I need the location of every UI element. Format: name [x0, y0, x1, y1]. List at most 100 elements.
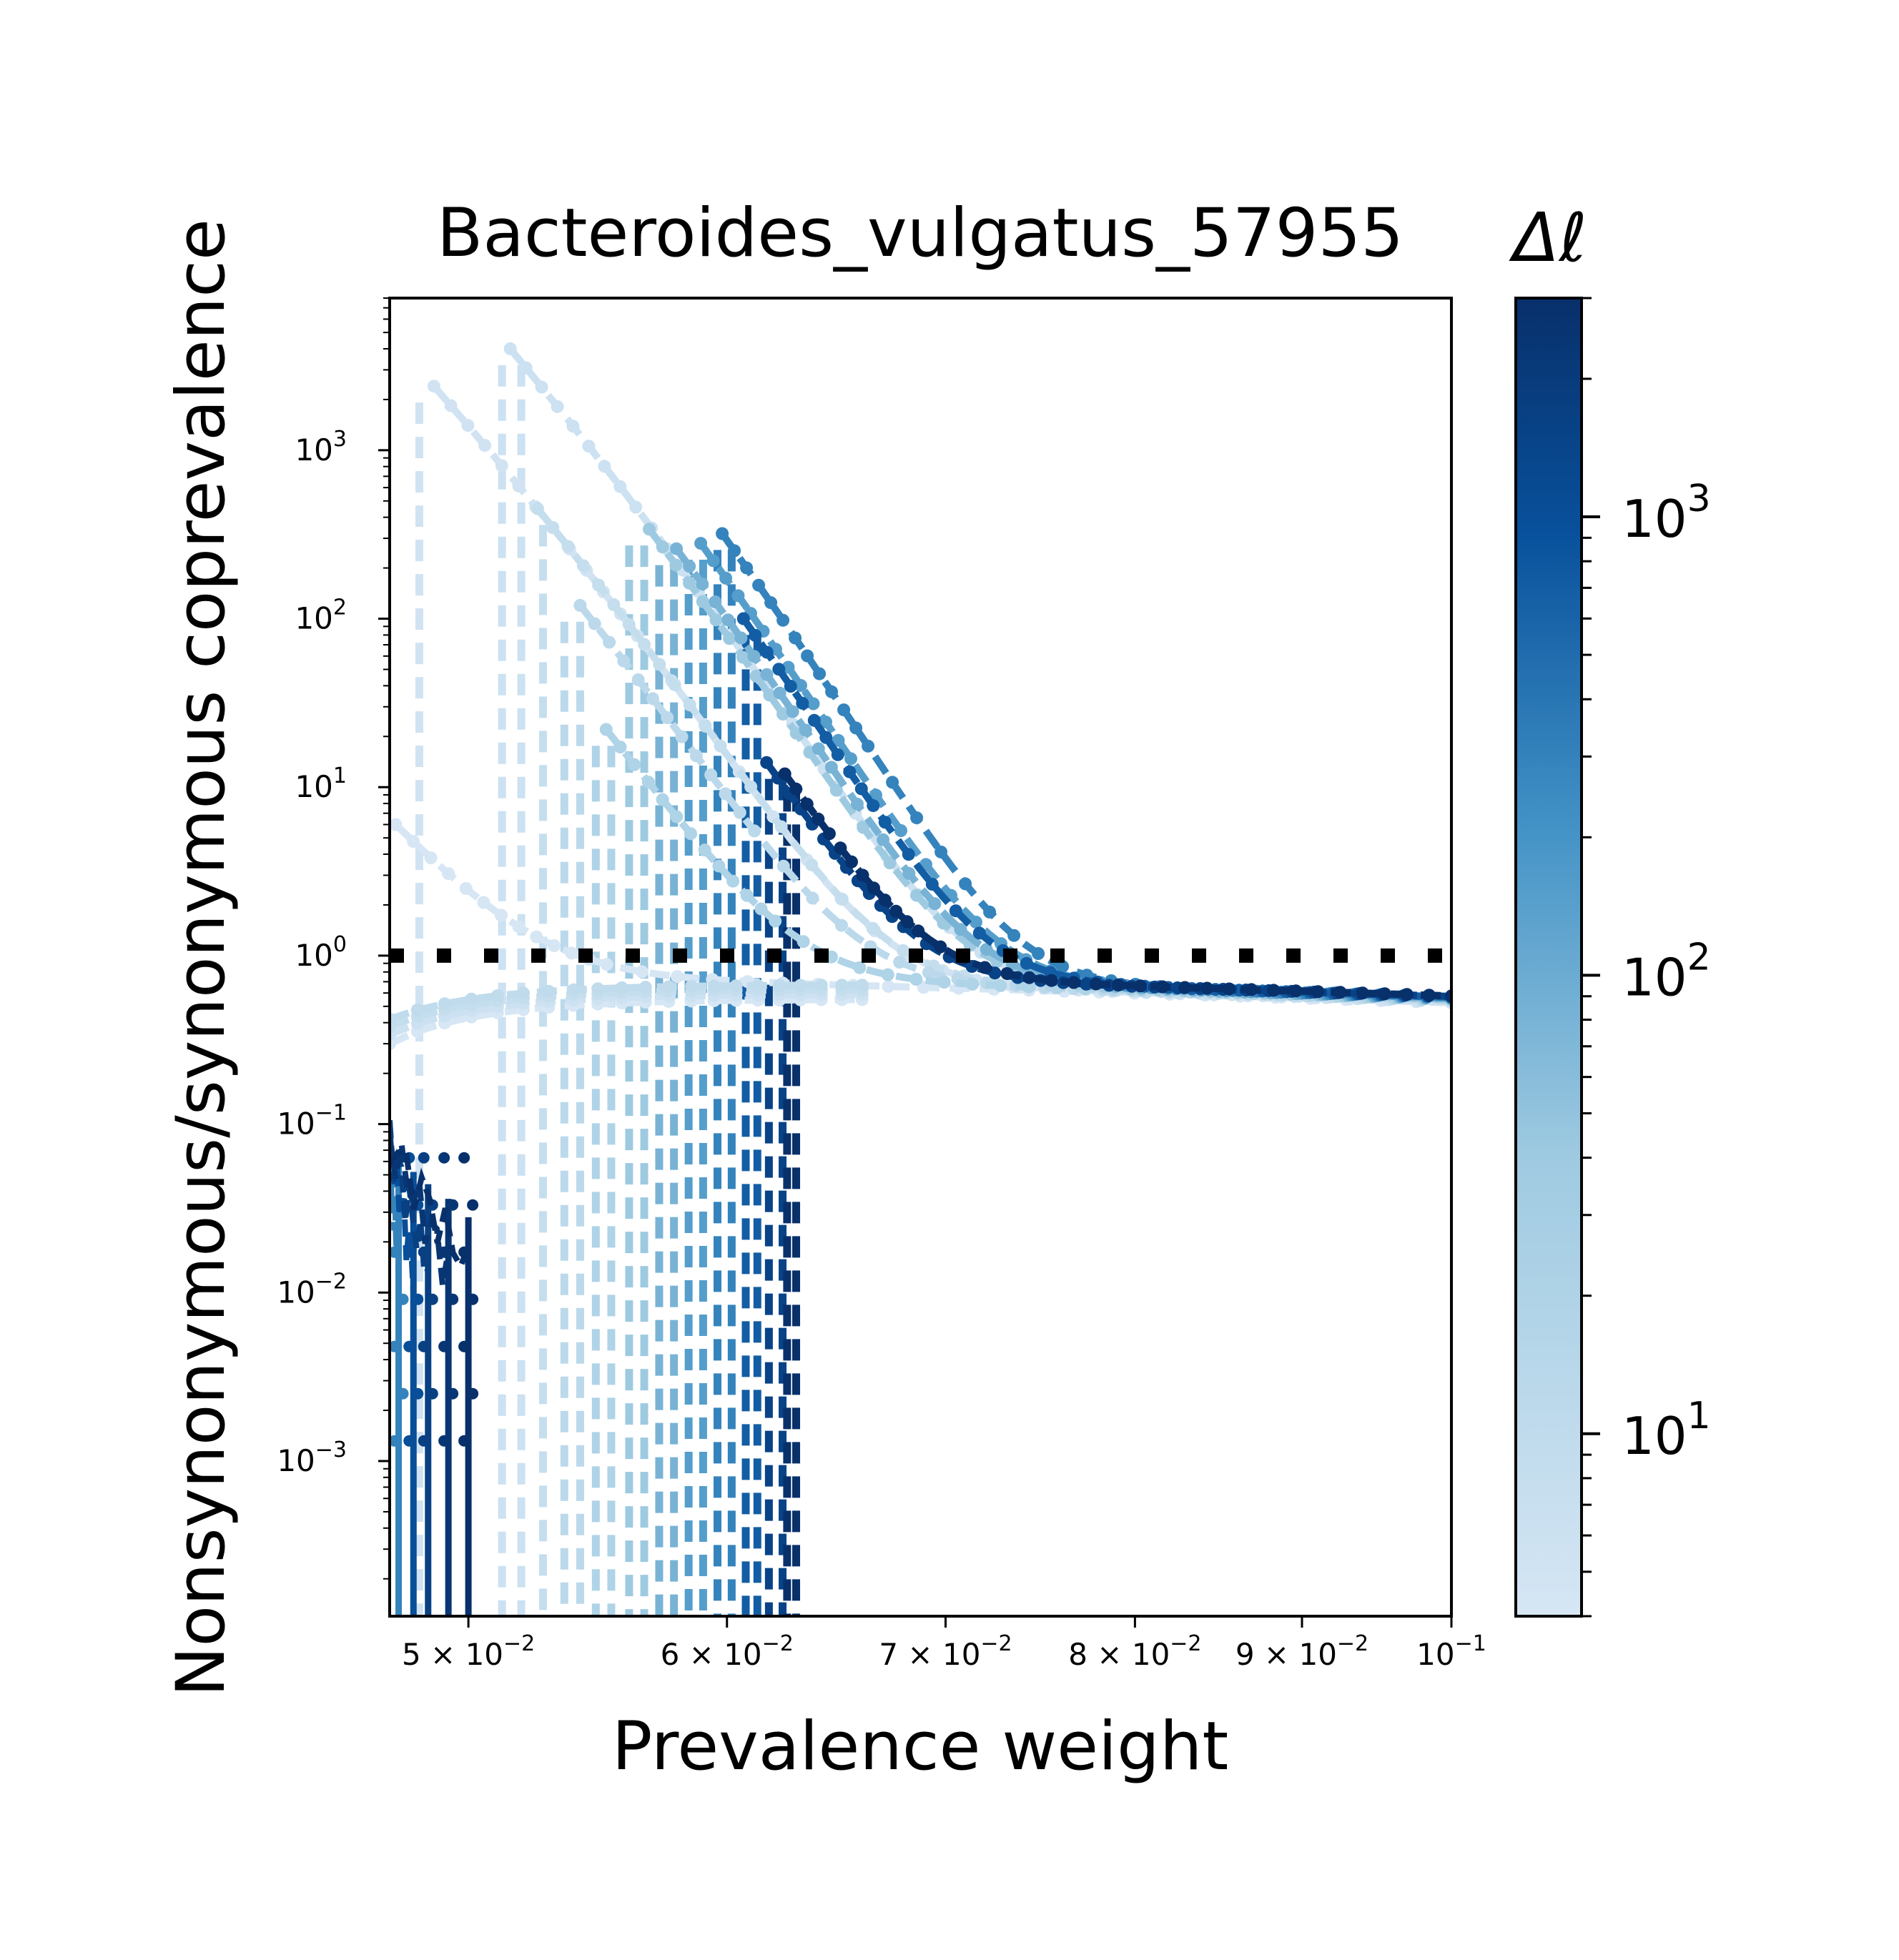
series-4-point-9 — [704, 768, 718, 781]
series-6-point-3 — [683, 576, 696, 590]
series-3-point-5 — [607, 598, 621, 611]
series-7-point-14 — [851, 797, 864, 811]
series-8-point-2 — [719, 571, 733, 585]
series-9-point-26 — [1032, 947, 1045, 960]
series-0-point-10 — [565, 946, 578, 960]
series-12-point-28 — [1089, 977, 1103, 991]
series-8-point-9 — [807, 697, 820, 711]
series-9-point-11 — [849, 721, 863, 735]
y-tick-label-6: 103 — [295, 427, 347, 467]
y-tick-label-4: 101 — [295, 763, 347, 804]
series-8-point-10 — [819, 716, 832, 729]
series-0-point-9 — [547, 939, 561, 952]
series-2-point-0 — [503, 342, 517, 355]
series-4-point-4 — [631, 673, 645, 686]
series-5-point-7 — [698, 843, 711, 857]
series-9-point-20 — [959, 877, 972, 891]
series-7-point-8 — [773, 686, 786, 700]
series-10-point-9 — [843, 765, 857, 778]
rising-3-point-20 — [855, 979, 869, 992]
series-3-point-9 — [668, 678, 681, 691]
series-3-point-20 — [835, 893, 849, 906]
series-7-point-18 — [902, 866, 916, 880]
series-8-point-0 — [694, 537, 708, 550]
series-5-point-20 — [881, 968, 894, 981]
series-9-point-0 — [716, 527, 729, 540]
series-7-point-3 — [709, 595, 722, 608]
series-12-point-48 — [1311, 985, 1325, 999]
x-tick-label-1: 6 × 10−2 — [661, 1631, 794, 1672]
series-6-point-9 — [763, 688, 776, 702]
series-10-point-11 — [867, 799, 880, 813]
series-9-point-24 — [1007, 929, 1021, 942]
series-10-point-1 — [749, 628, 762, 642]
series-10-point-6 — [807, 713, 821, 727]
colorbar-tick-exponent-2: 3 — [1687, 477, 1711, 520]
y-tick-exponent-5: 2 — [333, 595, 347, 620]
series-10-point-24 — [1020, 956, 1033, 970]
series-8-point-3 — [731, 589, 745, 603]
y-axis-label: Nonsynonymous/synonymous coprevalence — [162, 219, 240, 1697]
colorbar-label: Δℓ — [1509, 199, 1587, 277]
series-6-point-16 — [857, 821, 870, 834]
series-9-point-12 — [862, 739, 875, 753]
low-cluster-point-2-0 — [418, 1152, 430, 1164]
low-cluster-point-2-4 — [418, 1340, 430, 1352]
low-cluster-trace-4 — [390, 1144, 471, 1273]
series-12-point-42 — [1245, 983, 1258, 996]
series-4-point-0 — [573, 598, 587, 612]
x-tick-exponent-5: −1 — [1455, 1631, 1486, 1656]
series-12-point-4 — [822, 827, 836, 841]
series-3-point-1 — [546, 520, 560, 534]
low-cluster-point-2-2 — [418, 1246, 430, 1258]
series-2-point-6 — [598, 460, 611, 473]
series-12-point-46 — [1289, 984, 1303, 998]
series-12-point-54 — [1378, 987, 1391, 1001]
x-axis-ticks: 5 × 10−2 6 × 10−2 7 × 10−2 8 × 10−2 9 × 10−2… — [402, 1616, 1486, 1672]
series-0-point-16 — [671, 970, 684, 984]
series-0-point-4 — [459, 882, 473, 895]
series-10-point-14 — [902, 848, 915, 861]
colorbar-gradient — [1514, 297, 1583, 1618]
series-0-point-6 — [495, 909, 508, 922]
colorbar-tick-label-2: 103 — [1622, 477, 1711, 549]
series-1-point-0 — [427, 380, 440, 393]
series-0-point-0 — [390, 818, 403, 831]
series-12-point-60 — [1445, 989, 1451, 1003]
series-7-point-1 — [683, 560, 696, 573]
colorbar: Δℓ 101 102 103 — [1509, 199, 1711, 1618]
series-0-point-12 — [600, 958, 613, 971]
series-12-point-56 — [1400, 988, 1414, 1001]
series-7-point-7 — [760, 668, 774, 681]
y-tick-exponent-6: 3 — [333, 427, 347, 452]
series-8-point-11 — [832, 733, 845, 747]
series-3-point-10 — [683, 698, 696, 712]
series-5-point-2 — [628, 758, 641, 771]
series-2-point-7 — [613, 480, 627, 493]
low-cluster-point-4-3 — [467, 1293, 479, 1305]
rising-3-point-9 — [615, 981, 628, 994]
colorbar-tick-exponent-1: 2 — [1687, 936, 1711, 979]
y-tick-label-3: 100 — [295, 932, 347, 973]
series-9-point-18 — [934, 845, 948, 858]
series-0-point-3 — [442, 867, 455, 881]
series-8-line — [698, 541, 1451, 1002]
y-tick-label-5: 102 — [295, 595, 347, 636]
plot-frame — [388, 297, 1453, 1618]
series-9-point-6 — [789, 631, 802, 645]
series-12-point-40 — [1223, 982, 1236, 996]
plot-series — [390, 342, 1451, 1616]
series-12-point-14 — [934, 940, 947, 954]
series-7-point-9 — [786, 705, 799, 718]
series-10-point-16 — [925, 878, 939, 891]
rising-3-point-3 — [465, 992, 478, 1006]
rising-curve-3 — [390, 981, 862, 1023]
series-0-point-30 — [917, 981, 930, 994]
low-cluster-trace-3 — [390, 1136, 452, 1287]
series-8-point-14 — [869, 788, 882, 802]
low-cluster-point-3-3 — [447, 1293, 459, 1305]
series-12-point-52 — [1356, 986, 1369, 1000]
series-1-point-3 — [478, 439, 492, 452]
y-tick-exponent-4: 1 — [333, 763, 347, 788]
